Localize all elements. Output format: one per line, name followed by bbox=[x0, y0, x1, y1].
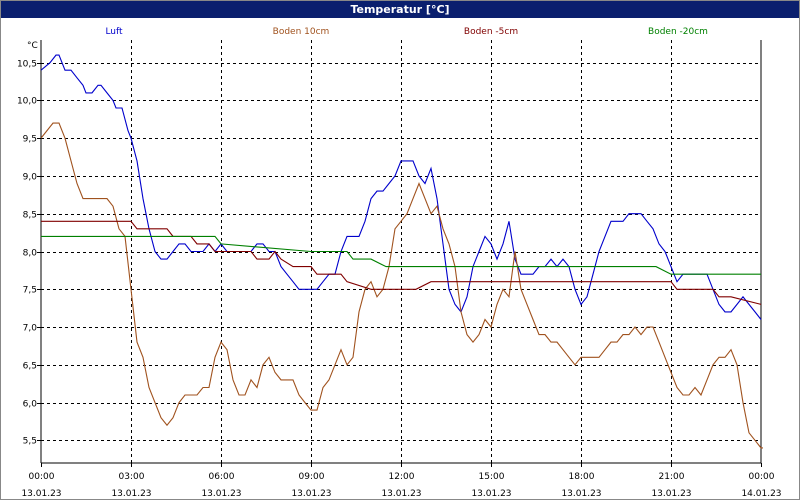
x-tick-time-label: 06:00 bbox=[209, 472, 235, 482]
x-tick-time-label: 03:00 bbox=[119, 472, 145, 482]
x-tick-time-label: 21:00 bbox=[659, 472, 685, 482]
legend-item-boden-minus-20cm: Boden -20cm bbox=[648, 27, 708, 37]
x-tick-date-label: 14.01.23 bbox=[741, 489, 781, 499]
x-tick-time-label: 00:00 bbox=[29, 472, 55, 482]
legend-item-luft: Luft bbox=[105, 27, 123, 37]
x-tick-time-label: 18:00 bbox=[569, 472, 595, 482]
x-tick-date-label: 13.01.23 bbox=[381, 489, 421, 499]
x-tick-date-label: 13.01.23 bbox=[111, 489, 151, 499]
x-tick-date-label: 13.01.23 bbox=[651, 489, 691, 499]
x-tick-date-label: 13.01.23 bbox=[291, 489, 331, 499]
legend-item-boden-10cm: Boden 10cm bbox=[273, 27, 330, 37]
x-tick-date-label: 13.01.23 bbox=[471, 489, 511, 499]
x-tick-date-label: 13.01.23 bbox=[21, 489, 61, 499]
temperature-chart: Luft Boden 10cm Boden -5cm Boden -20cm °… bbox=[17, 27, 782, 499]
x-axis: 00:00 13.01.23 03:00 13.01.23 06:00 13.01.23 0… bbox=[21, 463, 782, 499]
y-axis: 5,5 6,0 6,5 7,0 7,5 8,0 8,5 9,0 9,5 10,0 10,5 bbox=[17, 60, 41, 447]
y-tick-label: 6,5 bbox=[23, 362, 37, 372]
series-boden-minus-20cm-line bbox=[41, 235, 761, 275]
y-tick-label: 9,5 bbox=[23, 135, 37, 145]
x-tick-time-label: 12:00 bbox=[389, 472, 415, 482]
legend-item-boden-minus-5cm: Boden -5cm bbox=[464, 27, 518, 37]
y-tick-label: 6,0 bbox=[23, 400, 38, 410]
x-tick-date-label: 13.01.23 bbox=[561, 489, 601, 499]
series-boden-10cm-line bbox=[41, 122, 763, 449]
y-tick-label: 7,5 bbox=[23, 286, 37, 296]
x-tick-time-label: 00:00 bbox=[749, 472, 775, 482]
y-tick-label: 7,0 bbox=[23, 324, 38, 334]
y-tick-label: 10,0 bbox=[17, 97, 37, 107]
grid bbox=[40, 40, 762, 464]
chart-title: Temperatur [°C] bbox=[1, 1, 799, 18]
y-axis-unit-label: °C bbox=[27, 41, 38, 51]
x-tick-date-label: 13.01.23 bbox=[201, 489, 241, 499]
y-tick-label: 8,5 bbox=[23, 211, 37, 221]
y-tick-label: 9,0 bbox=[23, 173, 38, 183]
x-tick-time-label: 15:00 bbox=[479, 472, 505, 482]
plot-area bbox=[41, 54, 763, 449]
legend: Luft Boden 10cm Boden -5cm Boden -20cm bbox=[105, 27, 708, 37]
x-tick-time-label: 09:00 bbox=[299, 472, 325, 482]
y-tick-label: 10,5 bbox=[17, 60, 37, 70]
y-tick-label: 8,0 bbox=[23, 249, 38, 259]
y-tick-label: 5,5 bbox=[23, 437, 37, 447]
